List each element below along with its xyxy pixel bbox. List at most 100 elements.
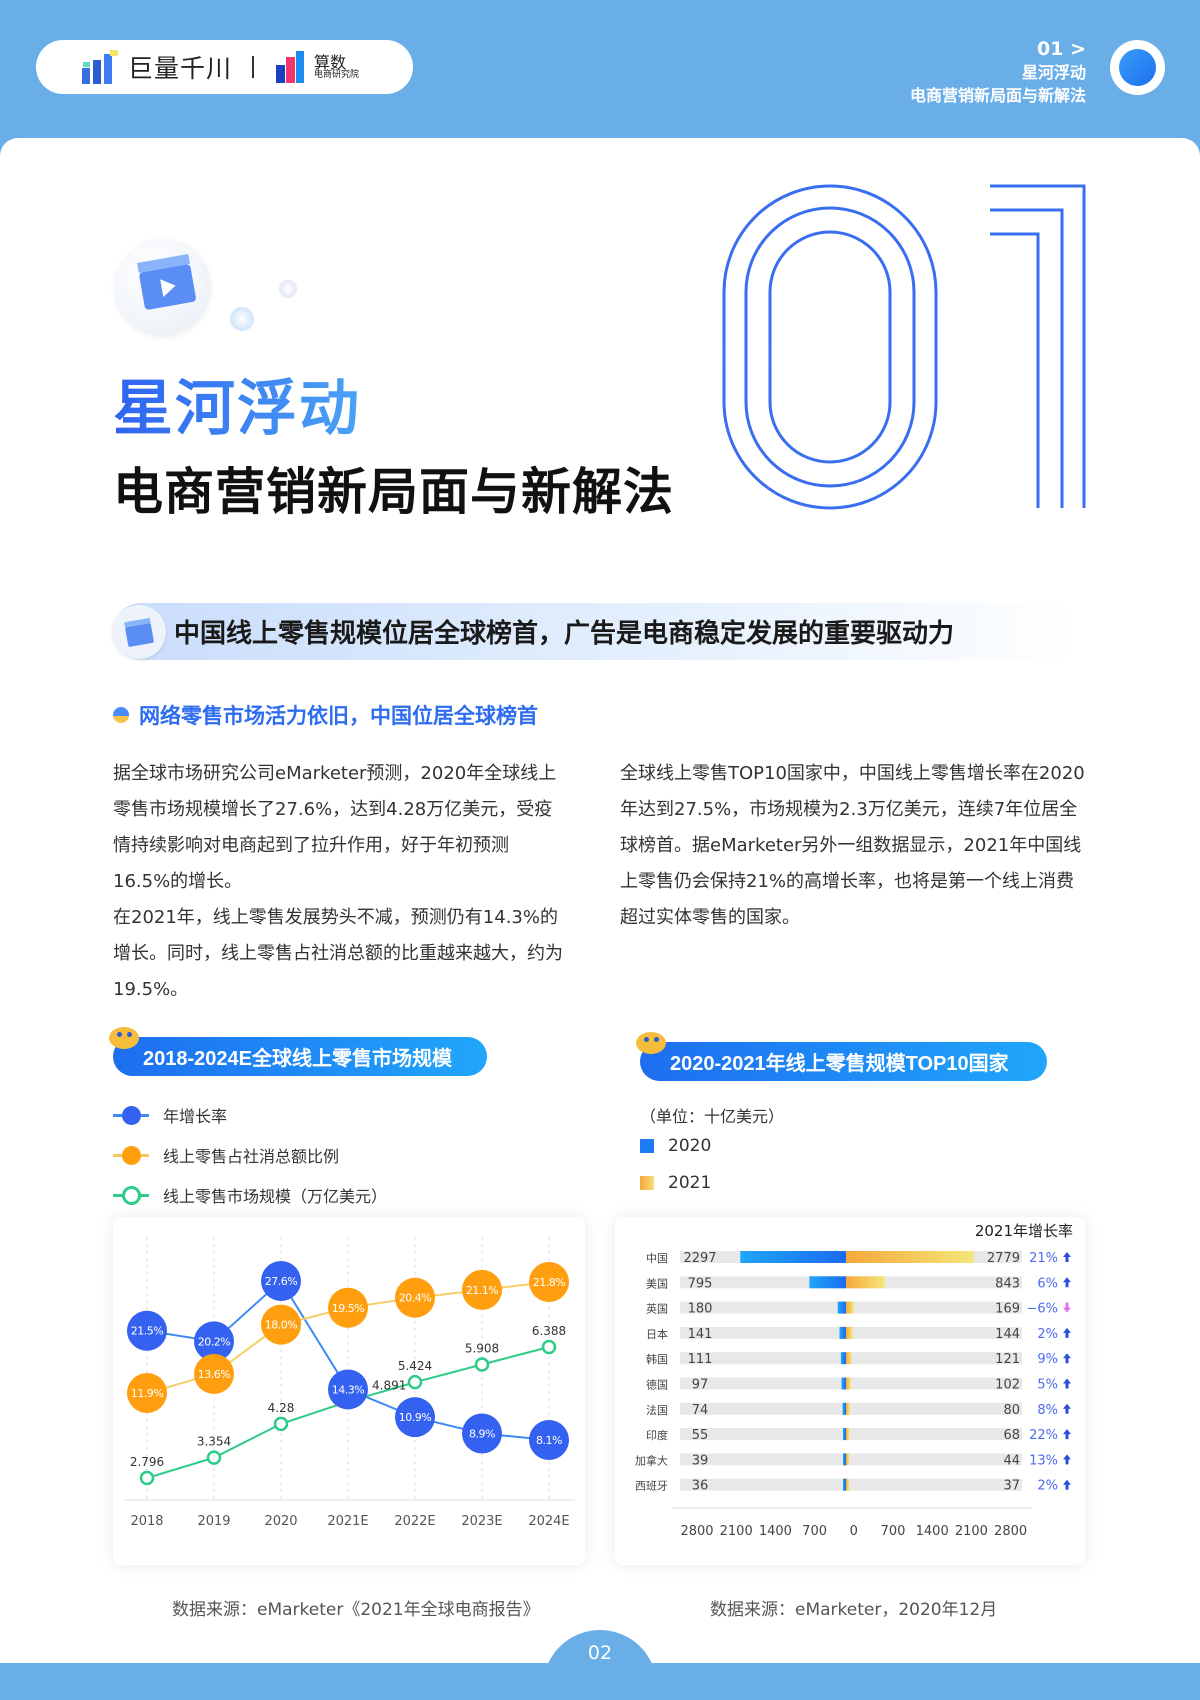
market-size-point [541, 1339, 557, 1355]
value-2020-label: 111 [688, 1352, 713, 1367]
growth-header: 2021年增长率 [975, 1222, 1073, 1240]
legend-swatch-icon [640, 1139, 654, 1153]
hero-title: 星河浮动 [113, 360, 361, 447]
chart2-unit: （单位：十亿美元） [640, 1107, 785, 1126]
growth-rate-label: 6% [1037, 1276, 1058, 1291]
bar-track [680, 1377, 1022, 1390]
decor-bubble [279, 280, 297, 298]
subheading-text: 网络零售市场活力依旧，中国位居全球榜首 [139, 704, 538, 728]
arrow-up-icon [1063, 1353, 1071, 1364]
value-2020-label: 55 [692, 1428, 709, 1443]
chart1-title-pill: 2018-2024E全球线上零售市场规模 [109, 1027, 487, 1076]
bullet-icon [113, 707, 129, 723]
growth-rate-point [127, 1310, 167, 1351]
value-2021-label: 843 [995, 1276, 1020, 1291]
value-2021-label: 44 [1003, 1453, 1020, 1468]
growth-rate-label: 20.2% [198, 1335, 230, 1348]
bar-2021 [846, 1301, 854, 1314]
bar-2021 [846, 1276, 885, 1289]
chapter-number: 01 > [1037, 38, 1086, 60]
value-2020-label: 795 [688, 1276, 713, 1291]
growth-rate-point [529, 1420, 569, 1460]
bar-2021 [846, 1251, 974, 1263]
market-size-label: 5.424 [398, 1359, 432, 1373]
arrow-up-icon [1063, 1454, 1071, 1465]
section-banner-text: 中国线上零售规模位居全球榜首，广告是电商稳定发展的重要驱动力 [174, 619, 955, 649]
bar-track [680, 1402, 1022, 1415]
growth-rate-label: 14.3% [332, 1383, 364, 1396]
bar-2020 [837, 1301, 846, 1314]
growth-rate-label: 9% [1037, 1352, 1058, 1367]
x-tick-label: 2020 [264, 1514, 297, 1529]
growth-rate-point [261, 1261, 301, 1301]
chapter-subtitle: 电商营销新局面与新解法 [909, 86, 1086, 105]
market-size-point [407, 1374, 423, 1390]
chart1-source: 数据来源：eMarketer《2021年全球电商报告》 [172, 1600, 540, 1620]
paragraph-right: 全球线上零售TOP10国家中，中国线上零售增长率在2020年达到27.5%，市场… [620, 763, 1085, 928]
arrow-up-icon [1063, 1403, 1071, 1414]
market-size-point [474, 1357, 490, 1372]
section-banner: 中国线上零售规模位居全球榜首，广告是电商稳定发展的重要驱动力 [112, 603, 1083, 660]
value-2021-label: 80 [1003, 1403, 1020, 1418]
legend-label: 线上零售市场规模（万亿美元） [163, 1187, 388, 1206]
growth-rate-label: 13% [1029, 1453, 1058, 1468]
growth-rate-label: 2% [1037, 1327, 1058, 1342]
chart1-title: 2018-2024E全球线上零售市场规模 [143, 1048, 452, 1070]
decor-bubble [230, 307, 254, 331]
country-label: 法国 [646, 1403, 668, 1417]
share-point [127, 1373, 167, 1413]
clapperboard-icon [112, 604, 166, 659]
arrow-up-icon [1063, 1479, 1071, 1490]
bar-2021 [846, 1377, 851, 1390]
growth-rate-label: −6% [1026, 1302, 1058, 1317]
x-tick-label: 2100 [955, 1524, 988, 1539]
share-label: 13.6% [198, 1368, 230, 1381]
arrow-up-icon [1063, 1378, 1071, 1389]
market-size-label: 3.354 [197, 1435, 231, 1449]
suanshu-logo-icon [276, 51, 305, 83]
share-point [462, 1269, 502, 1310]
country-label: 西班牙 [635, 1480, 668, 1493]
value-2021-label: 121 [995, 1352, 1020, 1367]
x-tick-label: 2019 [197, 1514, 230, 1529]
arrow-up-icon [1063, 1429, 1071, 1440]
big-number-01-graphic: 01 [722, 184, 1086, 510]
value-2021-label: 102 [995, 1378, 1020, 1393]
value-2021-label: 37 [1003, 1479, 1020, 1494]
legend-marker-icon [113, 1145, 149, 1165]
subheading: 网络零售市场活力依旧，中国位居全球榜首 [113, 700, 538, 730]
chart2-source: 数据来源：eMarketer，2020年12月 [710, 1600, 998, 1620]
growth-rate-point [194, 1321, 234, 1362]
growth-rate-label: 21.5% [131, 1325, 163, 1338]
share-point [395, 1277, 435, 1318]
value-2021-label: 68 [1003, 1428, 1020, 1443]
chart1-card: 2018 2019 2020 2021E 2022E 2023E 2024E 2.796 3.3… [113, 1217, 585, 1565]
x-tick-label: 2018 [130, 1514, 163, 1529]
share-label: 21.1% [466, 1284, 498, 1297]
share-label: 18.0% [265, 1319, 297, 1332]
arrow-up-icon [1063, 1327, 1071, 1338]
growth-rate-label: 8% [1037, 1403, 1058, 1418]
brand-qianchuan: 巨量千川 [128, 54, 233, 83]
chapter-nav[interactable]: 01 > 星河浮动 电商营销新局面与新解法 [910, 38, 1086, 107]
bar-2020 [809, 1276, 846, 1289]
growth-rate-label: 5% [1037, 1378, 1058, 1393]
x-tick-label: 2023E [461, 1514, 502, 1529]
chart1-legend: 年增长率 线上零售占社消总额比例 线上零售市场规模（万亿美元） [113, 1103, 387, 1207]
bar-2020 [840, 1352, 846, 1365]
bar-2020 [839, 1326, 846, 1339]
growth-rate-label: 8.9% [469, 1427, 495, 1440]
hero-subtitle: 电商营销新局面与新解法 [113, 463, 674, 521]
x-tick-label: 1400 [759, 1524, 792, 1539]
bar-2020 [740, 1251, 846, 1263]
arrow-up-icon [1063, 1252, 1071, 1262]
legend-label: 2020 [668, 1136, 712, 1156]
logo-divider [252, 56, 255, 78]
page-number: 02 [587, 1642, 613, 1664]
market-size-label: 6.388 [532, 1324, 566, 1338]
mascot-icon [636, 1032, 666, 1054]
bar-2020 [843, 1478, 846, 1491]
chart2-title-pill: 2020-2021年线上零售规模TOP10国家 [636, 1032, 1047, 1081]
bar-2021 [846, 1453, 849, 1466]
growth-rate-label: 10.9% [399, 1411, 431, 1424]
